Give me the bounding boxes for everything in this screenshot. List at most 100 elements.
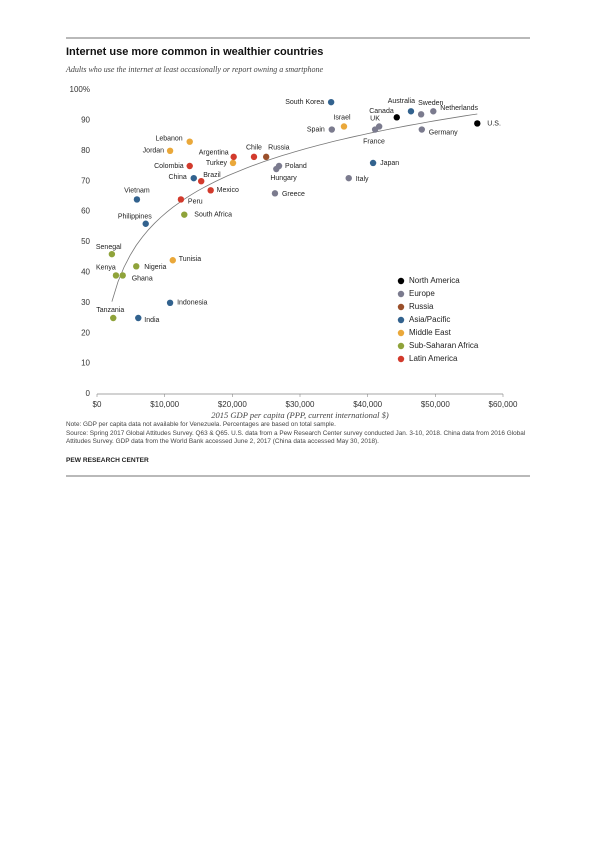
legend-swatch	[397, 316, 405, 324]
point-label: Colombia	[154, 163, 184, 170]
point	[181, 211, 188, 218]
point	[327, 98, 335, 106]
point	[474, 120, 481, 127]
point-label: Jordan	[143, 148, 165, 155]
point	[229, 159, 237, 167]
x-tick-label: $10,000	[150, 400, 179, 409]
source: Source: Spring 2017 Global Attitudes Sur…	[66, 430, 526, 446]
point	[393, 114, 400, 121]
point-label: Sweden	[418, 100, 443, 107]
point	[417, 111, 425, 118]
y-tick-label: 20	[81, 328, 90, 337]
point	[135, 314, 142, 322]
legend-label: Europe	[409, 289, 435, 298]
point	[271, 190, 279, 197]
legend-swatch	[397, 303, 405, 311]
point	[340, 123, 348, 130]
point-label: Russia	[268, 145, 290, 152]
point	[250, 153, 258, 161]
chart-subtitle: Adults who use the internet at least occ…	[65, 65, 323, 74]
point	[177, 196, 185, 203]
point	[371, 126, 379, 133]
point	[328, 126, 336, 133]
point-label: Israel	[333, 114, 351, 121]
point-label: Ghana	[132, 275, 153, 282]
point-label: Lebanon	[155, 136, 182, 143]
point-label: Italy	[356, 176, 369, 183]
point	[262, 153, 270, 161]
point	[273, 165, 280, 173]
point-label: Tanzania	[96, 307, 124, 314]
point-label: Netherlands	[440, 105, 478, 112]
y-tick-label: 0	[86, 389, 91, 398]
trend-line	[111, 113, 478, 302]
legend-swatch	[397, 277, 405, 285]
legend-swatch	[397, 290, 405, 298]
point	[418, 126, 425, 133]
legend-label: Middle East	[409, 328, 452, 337]
legend-label: North America	[409, 276, 460, 285]
point-label: Chile	[246, 145, 262, 152]
point	[142, 220, 149, 227]
point-label: Tunisia	[179, 256, 201, 263]
point-label: South Africa	[194, 211, 232, 218]
chart-title: Internet use more common in wealthier co…	[66, 46, 323, 58]
point	[133, 196, 141, 203]
point	[207, 187, 214, 194]
legend-label: Asia/Pacific	[409, 315, 450, 324]
y-tick-label: 70	[81, 176, 90, 185]
legend-label: Russia	[409, 302, 434, 311]
point	[345, 174, 352, 182]
x-axis-title: 2015 GDP per capita (PPP, current intern…	[211, 410, 389, 420]
point-label: Philippines	[118, 214, 152, 221]
point	[166, 147, 174, 154]
point-label: Australia	[388, 98, 415, 105]
point	[110, 314, 117, 322]
point	[198, 178, 205, 185]
y-tick-label: 50	[81, 237, 90, 246]
point-label: Poland	[285, 163, 307, 170]
point	[119, 272, 126, 279]
point-label: Argentina	[199, 150, 229, 157]
point-label: Mexico	[217, 187, 239, 194]
point-label: Hungary	[270, 175, 297, 182]
point-label: Nigeria	[144, 264, 166, 271]
footer: PEW RESEARCH CENTER	[66, 457, 149, 464]
point-label: Spain	[307, 126, 325, 133]
point	[230, 153, 237, 161]
y-tick-label: 60	[81, 207, 90, 216]
point	[190, 174, 197, 182]
point	[369, 159, 377, 167]
y-tick-label: 30	[81, 298, 90, 307]
legend-label: Latin America	[409, 354, 458, 363]
point-label: Japan	[380, 160, 399, 167]
point	[112, 272, 120, 279]
y-tick-label: 100%	[70, 85, 90, 94]
point-label: Greece	[282, 191, 305, 198]
point-label: UK	[370, 115, 380, 122]
point	[108, 250, 116, 258]
point-label: Vietnam	[124, 187, 150, 194]
x-tick-label: $30,000	[286, 400, 315, 409]
point	[133, 263, 140, 270]
x-tick-label: $60,000	[489, 400, 518, 409]
point-label: U.S.	[487, 120, 501, 127]
y-tick-label: 80	[81, 146, 90, 155]
point	[186, 138, 193, 145]
point-label: Brazil	[203, 172, 221, 179]
point-label: France	[363, 138, 385, 145]
note: Note: GDP per capita data not available …	[66, 421, 336, 428]
x-tick-label: $20,000	[218, 400, 247, 409]
point-label: Peru	[188, 198, 203, 205]
point-label: South Korea	[285, 99, 324, 106]
y-tick-label: 90	[81, 116, 90, 125]
point	[407, 108, 415, 115]
point-label: Germany	[429, 129, 458, 136]
point	[166, 299, 174, 306]
point-label: Kenya	[96, 264, 116, 271]
legend-swatch	[397, 355, 405, 363]
point	[186, 162, 193, 170]
x-tick-label: $40,000	[353, 400, 382, 409]
